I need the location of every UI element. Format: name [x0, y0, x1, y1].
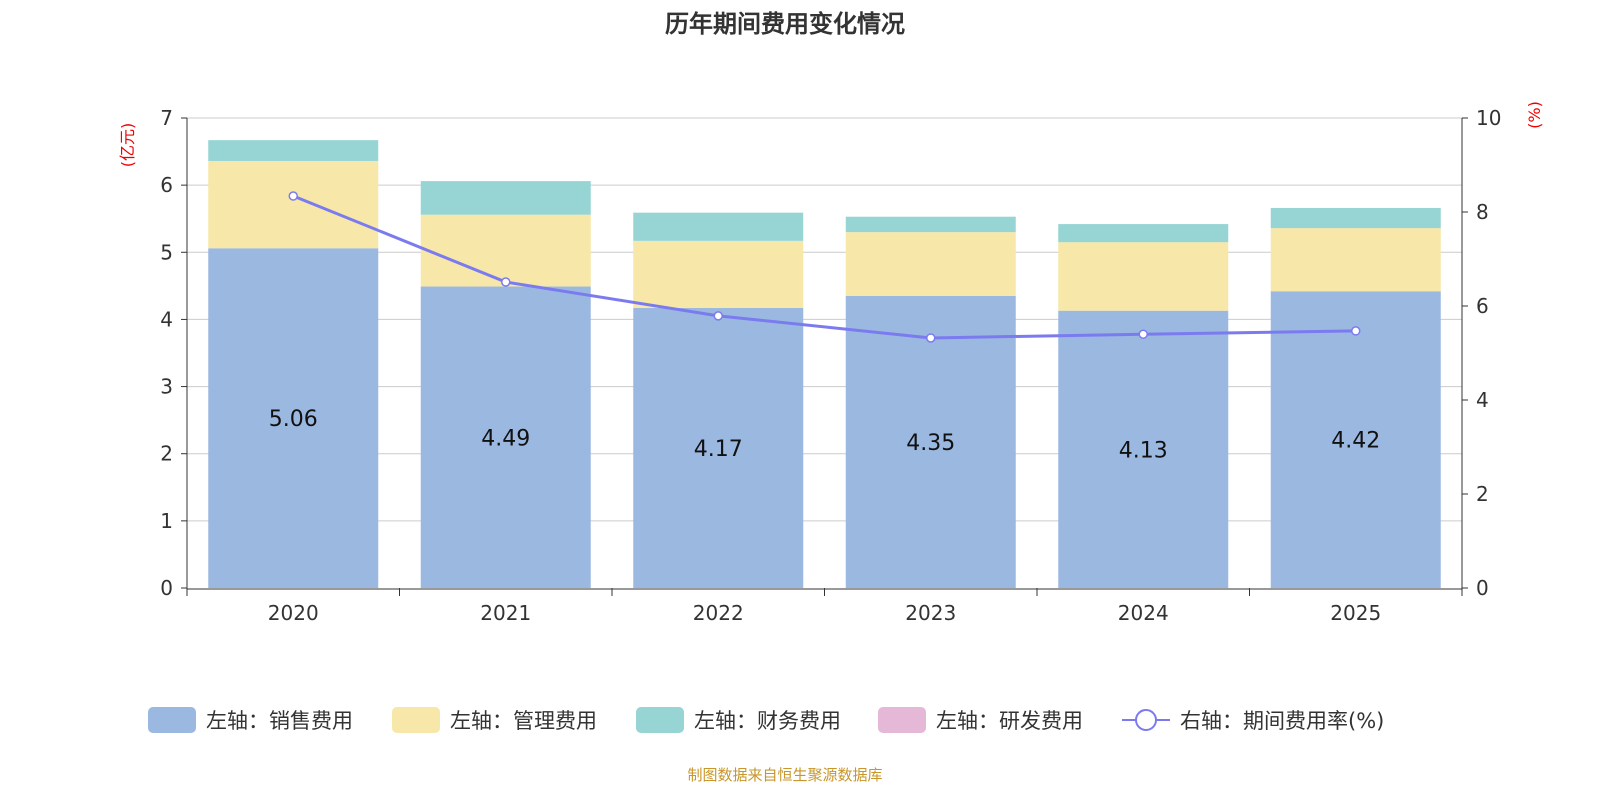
- left-tick-label: 5: [160, 240, 173, 264]
- rate-point: [926, 333, 936, 343]
- bar-segment: [420, 286, 591, 588]
- right-tick-label: 2: [1476, 482, 1489, 506]
- right-tick-label: 8: [1476, 200, 1489, 224]
- rate-point: [288, 191, 298, 201]
- rate-point: [1351, 326, 1361, 336]
- rate-line: [292, 194, 1356, 340]
- bar-segment: [1270, 228, 1441, 292]
- legend-swatch: [148, 707, 196, 733]
- rate-point: [501, 277, 511, 287]
- legend-label: 左轴：研发费用: [936, 709, 1083, 733]
- bar-segment: [633, 240, 804, 309]
- legend-swatch: [636, 707, 684, 733]
- legend-label: 左轴：管理费用: [450, 709, 597, 733]
- left-tick-label: 0: [160, 576, 173, 600]
- x-tick-label: 2025: [1330, 601, 1381, 625]
- rate-point: [713, 311, 723, 321]
- right-tick-label: 6: [1476, 294, 1489, 318]
- bar-segment: [208, 160, 379, 249]
- bar-value-label: 5.06: [269, 407, 318, 432]
- legend-label: 右轴：期间费用率(%): [1180, 709, 1384, 733]
- bar-segment: [845, 232, 1016, 296]
- legend-label: 左轴：财务费用: [694, 709, 841, 733]
- legend-label: 左轴：销售费用: [206, 709, 353, 733]
- bar-segment: [1270, 207, 1441, 229]
- bar-segment: [845, 216, 1016, 233]
- x-tick-label: 2023: [905, 601, 956, 625]
- bar-segment: [845, 295, 1016, 588]
- bar-segment: [633, 212, 804, 241]
- x-tick-label: 2022: [693, 601, 744, 625]
- bar-segment: [420, 214, 591, 287]
- left-tick-label: 4: [160, 307, 173, 331]
- right-tick-label: 10: [1476, 106, 1501, 130]
- right-tick-label: 0: [1476, 576, 1489, 600]
- rate-point: [1138, 329, 1148, 339]
- bar-value-label: 4.49: [481, 426, 530, 451]
- x-tick-label: 2024: [1118, 601, 1169, 625]
- left-tick-label: 3: [160, 375, 173, 399]
- x-tick-label: 2020: [268, 601, 319, 625]
- bar-segment: [1058, 224, 1229, 243]
- legend-swatch: [392, 707, 440, 733]
- right-tick-label: 4: [1476, 388, 1489, 412]
- left-tick-label: 6: [160, 173, 173, 197]
- left-axis-unit: (亿元): [118, 123, 137, 168]
- bar-segment: [1058, 310, 1229, 588]
- bar-value-label: 4.42: [1331, 429, 1380, 454]
- source-note: 制图数据来自恒生聚源数据库: [687, 766, 882, 784]
- legend-marker-icon: [1135, 709, 1157, 731]
- bar-segment: [208, 248, 379, 588]
- bar-segment: [1058, 242, 1229, 311]
- bar-value-label: 4.13: [1119, 438, 1168, 463]
- bar-segment: [420, 181, 591, 215]
- bar-segment: [1270, 291, 1441, 588]
- bar-segment: [208, 140, 379, 161]
- bar-segment: [633, 308, 804, 588]
- bar-value-label: 4.17: [694, 437, 743, 462]
- right-axis-unit: (%): [1525, 101, 1544, 129]
- chart-title: 历年期间费用变化情况: [665, 10, 905, 38]
- x-tick-label: 2021: [480, 601, 531, 625]
- legend-swatch: [878, 707, 926, 733]
- bar-value-label: 4.35: [906, 431, 955, 456]
- left-tick-label: 2: [160, 442, 173, 466]
- left-tick-label: 1: [160, 509, 173, 533]
- left-tick-label: 7: [160, 106, 173, 130]
